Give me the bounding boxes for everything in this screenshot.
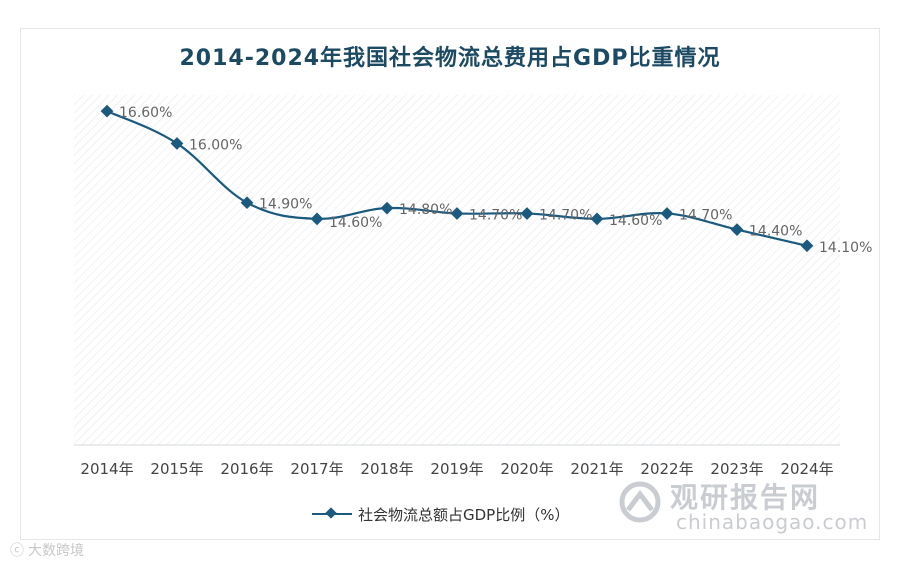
x-tick-label: 2017年 — [290, 460, 343, 478]
data-label: 14.70% — [469, 207, 522, 223]
x-tick-label: 2020年 — [500, 460, 553, 478]
data-label: 14.90% — [259, 197, 312, 213]
data-label: 14.60% — [609, 213, 662, 229]
x-tick-label: 2022年 — [640, 460, 693, 478]
x-tick-label: 2024年 — [780, 460, 833, 478]
data-label: 14.10% — [819, 240, 872, 256]
legend-marker-icon — [312, 507, 352, 521]
x-tick-label: 2018年 — [360, 460, 413, 478]
chart-title: 2014-2024年我国社会物流总费用占GDP比重情况 — [179, 46, 721, 71]
legend-label: 社会物流总额占GDP比例（%） — [358, 505, 570, 524]
data-label: 14.40% — [749, 224, 802, 240]
legend: 社会物流总额占GDP比例（%） — [312, 504, 569, 524]
data-label: 16.00% — [189, 137, 242, 153]
corner-logo-icon: ⓒ — [10, 543, 24, 559]
plot-area-background — [74, 95, 840, 445]
data-point-marker — [310, 212, 324, 226]
data-label: 14.70% — [679, 207, 732, 223]
x-tick-label: 2023年 — [710, 460, 763, 478]
x-tick-label: 2016年 — [220, 460, 273, 478]
watermark: 观研报告网 chinabaogao.com — [618, 474, 878, 538]
data-label: 14.60% — [329, 215, 382, 231]
data-label: 14.80% — [399, 202, 452, 218]
watermark-brand: 观研报告网 — [670, 481, 821, 514]
x-tick-label: 2021年 — [570, 460, 623, 478]
x-tick-label: 2015年 — [150, 460, 203, 478]
data-label: 16.60% — [119, 105, 172, 121]
corner-watermark-text: 大数跨境 — [28, 543, 84, 559]
corner-watermark: ⓒ 大数跨境 — [10, 540, 84, 560]
data-point-marker — [240, 196, 254, 210]
watermark-url: chinabaogao.com — [676, 510, 869, 534]
x-tick-label: 2019年 — [430, 460, 483, 478]
data-point-marker — [380, 201, 394, 215]
x-tick-label: 2014年 — [80, 460, 133, 478]
watermark-logo-icon — [619, 481, 661, 523]
data-point-marker — [450, 207, 464, 220]
data-point-marker — [170, 137, 184, 150]
data-label: 14.70% — [539, 207, 592, 223]
